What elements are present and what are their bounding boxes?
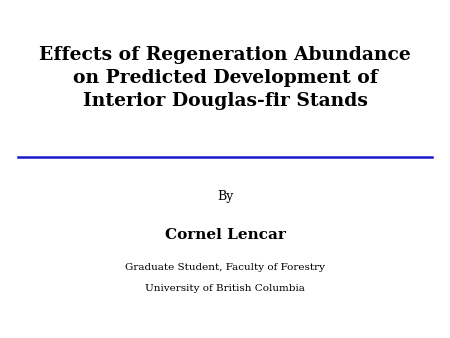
- Text: University of British Columbia: University of British Columbia: [145, 285, 305, 293]
- Text: By: By: [217, 190, 233, 202]
- Text: Cornel Lencar: Cornel Lencar: [165, 228, 285, 242]
- Text: Effects of Regeneration Abundance
on Predicted Development of
Interior Douglas-f: Effects of Regeneration Abundance on Pre…: [39, 46, 411, 110]
- Text: Graduate Student, Faculty of Forestry: Graduate Student, Faculty of Forestry: [125, 263, 325, 271]
